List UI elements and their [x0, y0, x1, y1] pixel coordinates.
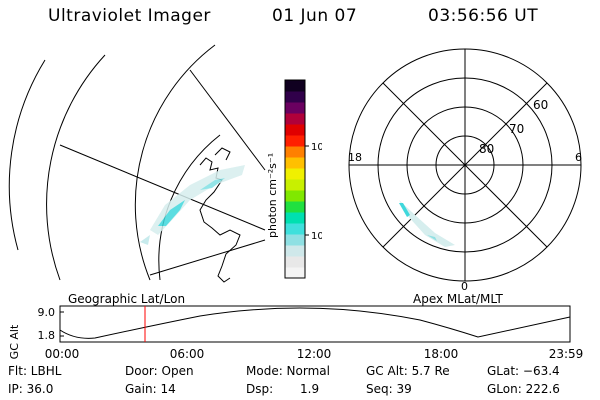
colorbar: 100 10 photon cm⁻²s⁻¹: [266, 79, 322, 279]
info-mode: Mode: Normal: [246, 364, 330, 378]
altitude-ytick-low: 1.8: [38, 329, 56, 342]
altitude-ylabel: GC Alt: [8, 324, 21, 359]
polar-label-18: 18: [348, 151, 362, 164]
map-lat-arc-2: [46, 54, 106, 281]
colorbar-swatch: [285, 179, 305, 191]
altitude-curve: [59, 307, 571, 339]
altitude-frame: [59, 305, 571, 343]
info-dsp-label: Dsp:: [246, 382, 274, 396]
colorbar-swatch: [285, 102, 305, 114]
polar-diagonal-2: [382, 82, 548, 248]
aurora-band-geographic: [140, 165, 245, 245]
colorbar-label-100: 100: [311, 142, 322, 153]
polar-label-70: 70: [509, 122, 524, 136]
polar-label-60: 60: [533, 98, 548, 112]
colorbar-swatch: [285, 135, 305, 147]
coastline: [199, 157, 241, 283]
coastline-north: [214, 147, 231, 161]
time-label: 03:56:56 UT: [428, 6, 539, 26]
colorbar-unit-label: photon cm⁻²s⁻¹: [266, 153, 279, 238]
info-seq: Seq: 39: [366, 382, 412, 396]
colorbar-swatch: [285, 267, 305, 279]
colorbar-label-10: 10: [311, 231, 322, 242]
map-meridian-2: [189, 69, 266, 171]
info-dsp-value: 1.9: [300, 382, 320, 396]
map-meridian-1: [59, 144, 266, 231]
instrument-title: Ultraviolet Imager: [48, 6, 211, 26]
colorbar-swatch: [285, 190, 305, 202]
apex-caption: Apex MLat/MLT: [413, 292, 503, 306]
map-lat-arc-4: [158, 134, 221, 281]
colorbar-swatch: [285, 201, 305, 213]
xtick-2: 12:00: [297, 347, 332, 361]
xtick-1: 06:00: [170, 347, 205, 361]
xtick-4: 23:59: [549, 347, 584, 361]
info-gain: Gain: 14: [125, 382, 176, 396]
polar-label-12: 12: [461, 45, 475, 47]
info-ip: IP: 36.0: [8, 382, 54, 396]
polar-label-80: 80: [479, 142, 494, 156]
xtick-3: 18:00: [424, 347, 459, 361]
altitude-ytick-high: 9.0: [38, 306, 56, 319]
colorbar-swatch: [285, 168, 305, 180]
colorbar-swatch: [285, 245, 305, 257]
aurora-band-polar: [399, 200, 455, 247]
info-glon: GLon: 222.6: [487, 382, 560, 396]
colorbar-gradient: [285, 80, 305, 279]
colorbar-swatch: [285, 157, 305, 169]
polar-label-0: 0: [461, 280, 468, 290]
map-meridian-3: [149, 239, 266, 276]
colorbar-swatch: [285, 256, 305, 268]
info-glat: GLat: −63.4: [487, 364, 560, 378]
xtick-0: 00:00: [45, 347, 80, 361]
colorbar-swatch: [285, 146, 305, 158]
colorbar-swatch: [285, 212, 305, 224]
geographic-caption: Geographic Lat/Lon: [68, 292, 186, 306]
altitude-plot: GC Alt 9.0 1.8 00:00 06:00 12:00 18:00 2…: [8, 305, 584, 361]
colorbar-swatch: [285, 91, 305, 103]
map-lat-arc-3: [134, 44, 216, 281]
geographic-map: [8, 44, 266, 283]
date-label: 01 Jun 07: [272, 6, 358, 26]
polar-mlt-plot: 12 0 18 6 60 70 80: [348, 45, 582, 290]
info-gc-alt: GC Alt: 5.7 Re: [366, 364, 450, 378]
info-door: Door: Open: [125, 364, 194, 378]
map-lat-arc-1: [8, 59, 46, 251]
colorbar-swatch: [285, 80, 305, 92]
colorbar-swatch: [285, 124, 305, 136]
info-filter: Flt: LBHL: [8, 364, 62, 378]
colorbar-swatch: [285, 113, 305, 125]
colorbar-swatch: [285, 223, 305, 235]
colorbar-frame: [284, 79, 306, 279]
polar-label-6: 6: [575, 151, 582, 164]
colorbar-swatch: [285, 234, 305, 246]
